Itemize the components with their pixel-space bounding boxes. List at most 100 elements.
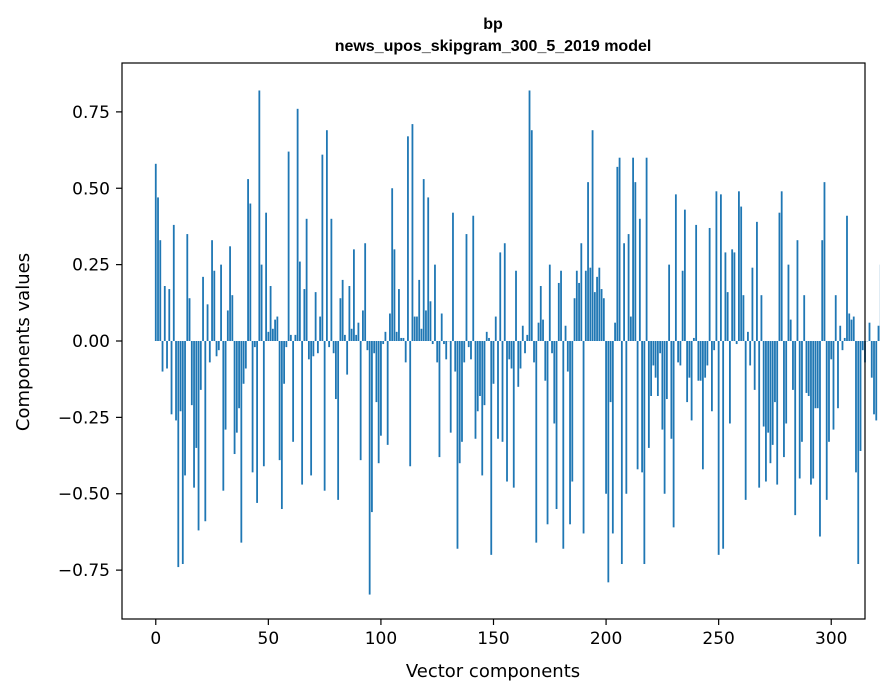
bar [377, 341, 380, 464]
bar [810, 341, 812, 485]
bar [206, 304, 209, 341]
bar [188, 298, 191, 341]
bar [253, 341, 256, 348]
bar [569, 341, 571, 525]
bar [267, 331, 270, 341]
bar [350, 328, 353, 341]
bar [492, 341, 495, 384]
bar [193, 341, 195, 488]
bar [314, 292, 317, 341]
bar [238, 341, 240, 409]
bar [875, 341, 878, 421]
bar [197, 341, 200, 531]
bar [674, 194, 677, 341]
bar [362, 310, 364, 341]
bar [384, 331, 387, 341]
bar [627, 234, 630, 341]
bar [312, 341, 315, 357]
bar [402, 337, 405, 341]
bar [823, 182, 826, 341]
y-tick-label: 0.00 [72, 332, 110, 352]
bar [391, 188, 394, 341]
bar [521, 325, 524, 341]
y-tick-label: 0.75 [72, 103, 110, 123]
bar [722, 341, 725, 549]
bar [663, 341, 666, 494]
bar [154, 163, 157, 341]
bar [677, 341, 680, 363]
bar [294, 334, 297, 341]
bar [526, 334, 529, 341]
bar [213, 270, 216, 341]
bar [289, 334, 292, 341]
bar [359, 341, 362, 461]
bar [774, 341, 776, 403]
bar [393, 249, 396, 341]
bar [760, 295, 763, 341]
bar [801, 341, 803, 442]
chart-title: bp [483, 16, 503, 33]
bar [724, 252, 727, 341]
bar [753, 341, 756, 390]
bar [470, 341, 472, 360]
bar [794, 341, 797, 516]
bar [328, 341, 331, 348]
bar [533, 341, 535, 363]
bar [348, 286, 351, 341]
bar [785, 341, 788, 424]
bar [244, 341, 247, 369]
bar-series [154, 90, 880, 595]
bar [208, 341, 211, 363]
bar [330, 218, 333, 341]
bar [690, 341, 693, 421]
bar [618, 157, 621, 341]
bar [852, 316, 855, 341]
bar [278, 341, 281, 461]
bar [341, 279, 344, 341]
bar [589, 267, 592, 341]
bar [283, 341, 286, 384]
bar [695, 224, 698, 341]
bar [490, 341, 493, 555]
bar [483, 341, 486, 406]
bar [553, 341, 556, 424]
bar [697, 341, 700, 381]
bar [310, 341, 313, 476]
bar [166, 341, 168, 369]
bar [305, 218, 308, 341]
bar [258, 90, 261, 342]
bar [758, 341, 761, 488]
bar [733, 252, 736, 341]
bar [670, 341, 673, 439]
bar [220, 264, 222, 341]
bar [659, 341, 662, 354]
bar [546, 341, 549, 525]
bar [715, 191, 718, 341]
bar [400, 337, 403, 341]
bar [711, 341, 713, 412]
bar [837, 341, 839, 409]
bar [632, 157, 634, 341]
bar [551, 341, 553, 354]
bar [729, 341, 731, 424]
bar [436, 341, 439, 363]
bar [409, 341, 412, 467]
bar [271, 328, 274, 341]
bar [157, 197, 159, 341]
bar [692, 337, 695, 341]
bar [488, 337, 490, 341]
bar [726, 292, 729, 341]
bar [843, 337, 846, 341]
bar [839, 325, 842, 341]
bar [629, 316, 632, 341]
bar [240, 341, 243, 543]
bar [449, 341, 452, 433]
x-tick-label: 150 [477, 629, 509, 649]
bar [386, 341, 389, 445]
bar [344, 334, 346, 341]
bar [859, 341, 862, 451]
bar [465, 234, 468, 341]
bar [625, 341, 628, 494]
bar [623, 243, 625, 341]
bar [380, 341, 382, 436]
